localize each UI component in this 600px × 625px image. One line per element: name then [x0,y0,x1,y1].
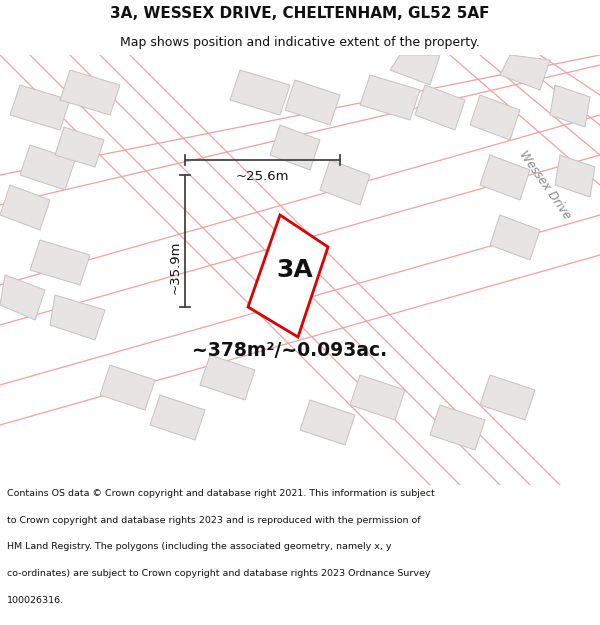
Polygon shape [470,95,520,140]
Polygon shape [20,145,75,190]
Polygon shape [480,375,535,420]
Text: 3A, WESSEX DRIVE, CHELTENHAM, GL52 5AF: 3A, WESSEX DRIVE, CHELTENHAM, GL52 5AF [110,6,490,21]
Polygon shape [55,127,104,167]
Polygon shape [390,55,440,85]
Text: co-ordinates) are subject to Crown copyright and database rights 2023 Ordnance S: co-ordinates) are subject to Crown copyr… [7,569,431,578]
Polygon shape [350,375,405,420]
Polygon shape [200,355,255,400]
Text: ~25.6m: ~25.6m [236,170,289,183]
Polygon shape [10,85,70,130]
Polygon shape [555,155,595,197]
Polygon shape [150,395,205,440]
Polygon shape [550,85,590,127]
Text: Map shows position and indicative extent of the property.: Map shows position and indicative extent… [120,36,480,49]
Polygon shape [100,365,155,410]
Text: HM Land Registry. The polygons (including the associated geometry, namely x, y: HM Land Registry. The polygons (includin… [7,542,392,551]
Polygon shape [248,215,328,337]
Text: to Crown copyright and database rights 2023 and is reproduced with the permissio: to Crown copyright and database rights 2… [7,516,421,525]
Text: 100026316.: 100026316. [7,596,64,604]
Polygon shape [0,185,50,230]
Polygon shape [60,70,120,115]
Polygon shape [320,160,370,205]
Polygon shape [300,400,355,445]
Polygon shape [360,75,420,120]
Polygon shape [50,295,105,340]
Text: Contains OS data © Crown copyright and database right 2021. This information is : Contains OS data © Crown copyright and d… [7,489,435,498]
Polygon shape [480,155,530,200]
Text: 3A: 3A [277,258,313,282]
Polygon shape [285,80,340,125]
Polygon shape [270,125,320,170]
Polygon shape [490,215,540,260]
Text: ~378m²/~0.093ac.: ~378m²/~0.093ac. [193,341,388,359]
Polygon shape [430,405,485,450]
Text: Wessex Drive: Wessex Drive [517,148,574,222]
Polygon shape [0,275,45,320]
Text: ~35.9m: ~35.9m [169,241,182,294]
Polygon shape [415,85,465,130]
Polygon shape [230,70,290,115]
Polygon shape [500,55,550,90]
Polygon shape [30,240,90,285]
